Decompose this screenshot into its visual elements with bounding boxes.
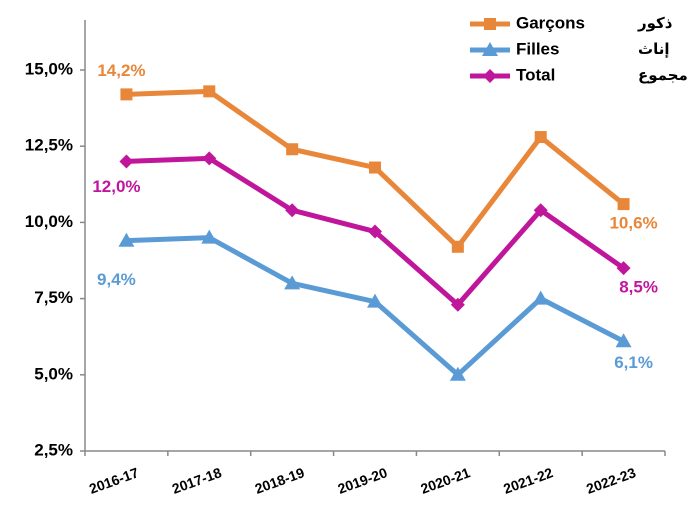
marker <box>119 154 134 169</box>
x-tick-label: 2020-21 <box>418 464 472 497</box>
x-tick-label: 2021-22 <box>501 464 555 497</box>
x-tick-label: 2018-19 <box>253 464 307 497</box>
marker <box>449 366 466 381</box>
legend-label: Filles <box>516 39 559 58</box>
marker <box>484 18 496 30</box>
marker <box>450 297 465 312</box>
x-tick-label: 2016-17 <box>87 464 141 497</box>
marker <box>533 203 548 218</box>
marker <box>451 240 464 253</box>
marker <box>368 224 382 239</box>
marker <box>483 69 497 83</box>
marker <box>202 151 217 166</box>
y-tick-label: 2,5% <box>34 440 73 459</box>
marker <box>284 275 301 290</box>
marker <box>369 161 381 174</box>
x-tick-label: 2022-23 <box>584 464 638 497</box>
marker <box>534 131 547 144</box>
marker <box>617 198 630 211</box>
legend-label: Garçons <box>516 13 585 32</box>
y-tick-label: 10,0% <box>25 212 73 231</box>
data-label: 14,2% <box>97 61 145 80</box>
y-tick-label: 5,0% <box>34 364 73 383</box>
marker <box>118 232 135 247</box>
marker <box>201 229 218 244</box>
x-tick-label: 2017-18 <box>170 464 224 497</box>
marker <box>616 261 631 276</box>
x-tick-label: 2019-20 <box>336 464 390 497</box>
data-label: 8,5% <box>619 278 658 297</box>
marker <box>482 42 498 56</box>
data-label: 10,6% <box>609 214 657 233</box>
marker <box>615 333 632 348</box>
data-label: 12,0% <box>92 177 140 196</box>
legend-label: Total <box>516 65 555 84</box>
marker <box>367 293 383 308</box>
y-tick-label: 15,0% <box>25 59 73 78</box>
legend-label-ar: إناث <box>638 41 669 58</box>
y-tick-label: 12,5% <box>25 136 73 155</box>
marker <box>532 290 549 305</box>
data-label: 9,4% <box>97 270 136 289</box>
y-tick-label: 7,5% <box>34 288 73 307</box>
legend-label-ar: ذكور <box>637 15 673 32</box>
data-label: 6,1% <box>614 353 653 372</box>
marker <box>285 203 300 218</box>
marker <box>203 85 216 98</box>
marker <box>120 88 133 101</box>
marker <box>286 143 299 156</box>
legend-label-ar: مجموع <box>638 67 688 84</box>
